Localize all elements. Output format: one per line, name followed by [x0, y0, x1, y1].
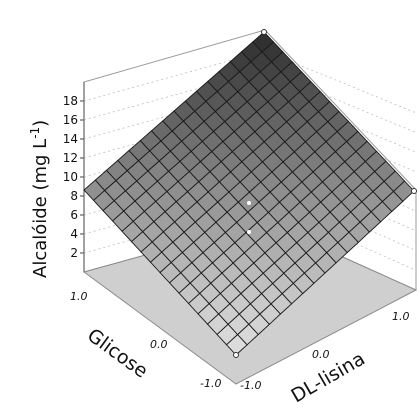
z-axis-title-sup: -1: [28, 127, 42, 139]
z-tick-label: 4: [70, 227, 78, 241]
dl-lisina-tick-label: 0.0: [312, 348, 330, 361]
z-tick-label: 10: [63, 170, 78, 184]
z-tick-label: 18: [63, 94, 78, 108]
glicose-tick-label: 1.0: [70, 290, 88, 303]
dl-lisina-axis-ticks: -1.0 0.0 1.0: [240, 310, 410, 392]
z-tick-label: 16: [63, 113, 78, 127]
dl-lisina-tick-label: 1.0: [392, 310, 410, 323]
glicose-tick-label: 0.0: [150, 338, 168, 351]
glicose-tick-label: -1.0: [200, 377, 221, 390]
center-point-lower: [247, 230, 251, 234]
center-point-upper: [247, 201, 251, 205]
glicose-axis-title: Glicose: [83, 324, 152, 382]
z-tick-label: 14: [63, 132, 78, 146]
corner-marker-right: [411, 188, 417, 194]
corner-marker-top: [261, 29, 267, 35]
dl-lisina-tick-label: -1.0: [240, 379, 261, 392]
z-tick-label: 2: [70, 246, 78, 260]
corner-marker-bottom: [233, 352, 239, 358]
z-tick-label: 12: [63, 151, 78, 165]
z-axis-title: Alcalóide (mg L-1): [28, 120, 51, 278]
wall-gridline: [264, 50, 417, 114]
response-surface: [83, 31, 415, 356]
z-axis-ticks: 2 4 6 8 10 12 14 16 18: [63, 94, 84, 260]
z-tick-label: 8: [70, 189, 78, 203]
wall-gridline: [264, 69, 417, 133]
glicose-axis-ticks: 1.0 0.0 -1.0: [70, 290, 221, 390]
z-axis-title-close: ): [30, 120, 51, 127]
z-tick-label: 6: [70, 208, 78, 222]
z-axis-title-main: Alcalóide (mg L: [30, 139, 51, 278]
